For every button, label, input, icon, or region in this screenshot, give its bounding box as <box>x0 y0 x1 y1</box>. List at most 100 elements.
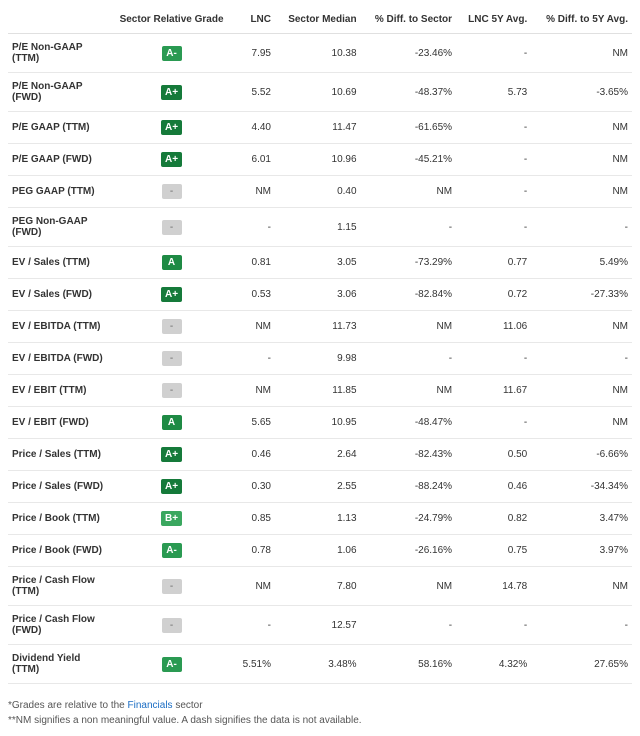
value-cell: NM <box>361 375 457 407</box>
value-cell: NM <box>361 567 457 606</box>
grade-badge: A+ <box>161 287 182 302</box>
value-cell: - <box>456 176 531 208</box>
metric-name: Dividend Yield (TTM) <box>8 645 109 684</box>
grade-cell: - <box>109 176 234 208</box>
footnote-suffix: sector <box>173 700 203 711</box>
value-cell: 0.78 <box>234 535 275 567</box>
table-row: P/E GAAP (FWD)A+6.0110.96-45.21%-NM <box>8 144 632 176</box>
metric-name: P/E Non-GAAP (TTM) <box>8 34 109 73</box>
financials-link[interactable]: Financials <box>128 700 173 711</box>
table-row: Dividend Yield (TTM)A-5.51%3.48%58.16%4.… <box>8 645 632 684</box>
table-row: PEG GAAP (TTM)-NM0.40NM-NM <box>8 176 632 208</box>
value-cell: -27.33% <box>531 279 632 311</box>
value-cell: - <box>456 144 531 176</box>
value-cell: -48.47% <box>361 407 457 439</box>
value-cell: - <box>361 208 457 247</box>
value-cell: NM <box>531 144 632 176</box>
value-cell: -82.43% <box>361 439 457 471</box>
value-cell: NM <box>531 567 632 606</box>
value-cell: 1.13 <box>275 503 361 535</box>
value-cell: 0.46 <box>234 439 275 471</box>
value-cell: 0.40 <box>275 176 361 208</box>
grade-cell: A+ <box>109 144 234 176</box>
value-cell: 3.47% <box>531 503 632 535</box>
table-header: Sector Relative GradeLNCSector Median% D… <box>8 8 632 34</box>
grade-cell: - <box>109 311 234 343</box>
value-cell: NM <box>531 34 632 73</box>
value-cell: 11.73 <box>275 311 361 343</box>
value-cell: 11.67 <box>456 375 531 407</box>
value-cell: 11.06 <box>456 311 531 343</box>
value-cell: -24.79% <box>361 503 457 535</box>
value-cell: - <box>456 34 531 73</box>
value-cell: -34.34% <box>531 471 632 503</box>
value-cell: 10.69 <box>275 73 361 112</box>
grade-cell: - <box>109 606 234 645</box>
metric-name: PEG GAAP (TTM) <box>8 176 109 208</box>
grade-dash: - <box>162 383 182 398</box>
value-cell: NM <box>234 311 275 343</box>
column-header: % Diff. to Sector <box>361 8 457 34</box>
grade-dash: - <box>162 579 182 594</box>
grade-cell: A <box>109 407 234 439</box>
value-cell: NM <box>234 375 275 407</box>
value-cell: 58.16% <box>361 645 457 684</box>
value-cell: -45.21% <box>361 144 457 176</box>
table-row: EV / Sales (TTM)A0.813.05-73.29%0.775.49… <box>8 247 632 279</box>
grade-badge: A- <box>162 543 182 558</box>
grade-cell: A- <box>109 535 234 567</box>
grade-dash: - <box>162 618 182 633</box>
metric-name: P/E GAAP (FWD) <box>8 144 109 176</box>
value-cell: 11.85 <box>275 375 361 407</box>
table-row: EV / EBIT (FWD)A5.6510.95-48.47%-NM <box>8 407 632 439</box>
value-cell: 5.51% <box>234 645 275 684</box>
table-row: P/E GAAP (TTM)A+4.4011.47-61.65%-NM <box>8 112 632 144</box>
metric-name: EV / Sales (TTM) <box>8 247 109 279</box>
grade-badge: A- <box>162 46 182 61</box>
value-cell: -61.65% <box>361 112 457 144</box>
value-cell: 1.06 <box>275 535 361 567</box>
value-cell: - <box>456 606 531 645</box>
value-cell: NM <box>361 176 457 208</box>
column-header: LNC 5Y Avg. <box>456 8 531 34</box>
grade-badge: A <box>162 255 182 270</box>
metric-name: Price / Sales (TTM) <box>8 439 109 471</box>
value-cell: 2.55 <box>275 471 361 503</box>
value-cell: 3.48% <box>275 645 361 684</box>
value-cell: 0.82 <box>456 503 531 535</box>
metric-name: EV / EBIT (FWD) <box>8 407 109 439</box>
value-cell: 10.95 <box>275 407 361 439</box>
value-cell: 6.01 <box>234 144 275 176</box>
value-cell: - <box>531 606 632 645</box>
value-cell: NM <box>234 176 275 208</box>
value-cell: - <box>234 208 275 247</box>
grade-dash: - <box>162 220 182 235</box>
value-cell: 7.95 <box>234 34 275 73</box>
column-header: LNC <box>234 8 275 34</box>
value-cell: - <box>456 343 531 375</box>
value-cell: 5.65 <box>234 407 275 439</box>
grade-badge: A- <box>162 657 182 672</box>
column-header: Sector Relative Grade <box>109 8 234 34</box>
grade-cell: - <box>109 208 234 247</box>
value-cell: 0.30 <box>234 471 275 503</box>
grade-cell: A+ <box>109 112 234 144</box>
value-cell: 5.52 <box>234 73 275 112</box>
table-row: EV / EBITDA (TTM)-NM11.73NM11.06NM <box>8 311 632 343</box>
value-cell: 10.96 <box>275 144 361 176</box>
value-cell: 0.75 <box>456 535 531 567</box>
value-cell: - <box>531 343 632 375</box>
table-row: P/E Non-GAAP (TTM)A-7.9510.38-23.46%-NM <box>8 34 632 73</box>
grade-cell: A- <box>109 34 234 73</box>
value-cell: 0.81 <box>234 247 275 279</box>
value-cell: 27.65% <box>531 645 632 684</box>
value-cell: - <box>234 606 275 645</box>
table-row: EV / EBIT (TTM)-NM11.85NM11.67NM <box>8 375 632 407</box>
value-cell: - <box>456 208 531 247</box>
value-cell: 10.38 <box>275 34 361 73</box>
value-cell: 3.06 <box>275 279 361 311</box>
column-header <box>8 8 109 34</box>
table-row: Price / Cash Flow (FWD)--12.57--- <box>8 606 632 645</box>
value-cell: 0.85 <box>234 503 275 535</box>
metric-name: EV / EBIT (TTM) <box>8 375 109 407</box>
